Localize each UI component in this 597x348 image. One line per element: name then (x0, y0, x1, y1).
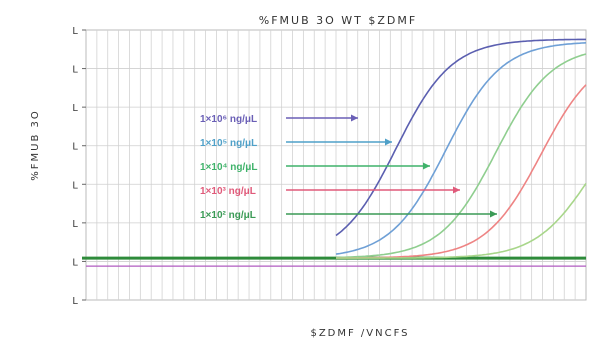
y-axis-label: %FMUB 3O (30, 109, 41, 180)
curve-series-2 (335, 42, 587, 255)
curve-series-3 (335, 53, 587, 259)
y-tick-label: L (72, 180, 78, 191)
legend-arrowhead-5 (490, 210, 497, 218)
legend-label-4: 1×10³ ng/μL (200, 186, 256, 197)
legend-label-3: 1×10⁴ ng/μL (200, 162, 257, 173)
axes: L L L L L L L L (72, 26, 86, 307)
legend-arrowhead-4 (453, 186, 460, 194)
y-tick-label: L (72, 257, 78, 268)
curve-series-1 (335, 38, 586, 237)
legend-arrowhead-3 (423, 162, 430, 170)
legend-arrowhead-2 (385, 138, 392, 146)
y-tick-label: L (72, 219, 78, 230)
legend: 1×10⁶ ng/μL 1×10⁵ ng/μL 1×10⁴ ng/μL 1×10³ n… (200, 114, 497, 221)
y-tick-label: L (72, 142, 78, 153)
y-tick-label: L (72, 65, 78, 76)
grid (85, 29, 587, 301)
legend-label-2: 1×10⁵ ng/μL (200, 138, 257, 149)
chart-title: %FMUB 3O WT $ZDMF (259, 14, 417, 27)
legend-label-1: 1×10⁶ ng/μL (200, 114, 257, 125)
y-tick-label: L (72, 26, 78, 37)
threshold-line (82, 256, 586, 267)
x-axis-label: $ZDMF /VNCFS (310, 328, 409, 339)
y-tick-label: L (72, 103, 78, 114)
legend-label-5: 1×10² ng/μL (200, 210, 256, 221)
y-tick-label: L (72, 296, 78, 307)
curves (335, 38, 587, 259)
curve-series-5 (336, 182, 587, 259)
legend-arrowhead-1 (351, 114, 358, 122)
